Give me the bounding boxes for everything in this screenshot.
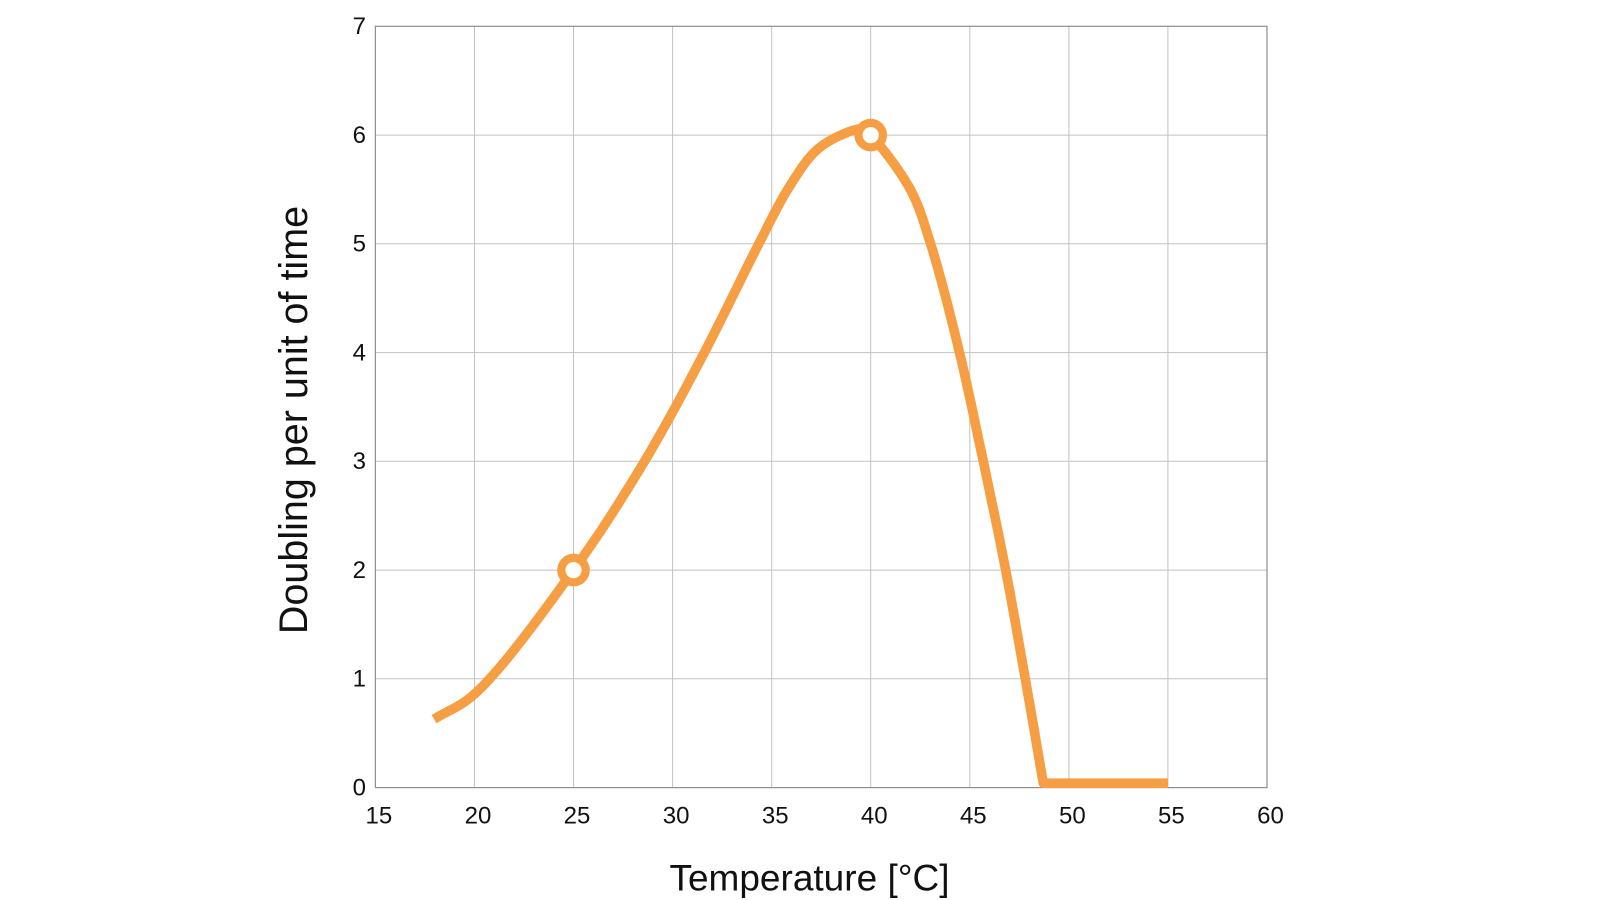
svg-text:6: 6 bbox=[353, 122, 366, 149]
svg-text:20: 20 bbox=[465, 803, 492, 830]
svg-text:2: 2 bbox=[353, 557, 366, 584]
svg-text:25: 25 bbox=[564, 803, 591, 830]
svg-text:1: 1 bbox=[353, 666, 366, 693]
svg-text:30: 30 bbox=[663, 803, 690, 830]
svg-text:7: 7 bbox=[353, 13, 366, 40]
svg-text:5: 5 bbox=[353, 231, 366, 258]
svg-text:Doubling per unit of time: Doubling per unit of time bbox=[272, 206, 316, 634]
svg-text:40: 40 bbox=[861, 803, 888, 830]
svg-text:60: 60 bbox=[1257, 803, 1284, 830]
svg-text:55: 55 bbox=[1158, 803, 1185, 830]
svg-text:4: 4 bbox=[353, 339, 366, 366]
svg-text:15: 15 bbox=[366, 803, 393, 830]
svg-text:50: 50 bbox=[1059, 803, 1086, 830]
svg-text:Temperature [°C]: Temperature [°C] bbox=[669, 858, 949, 899]
svg-text:0: 0 bbox=[353, 774, 366, 801]
svg-text:3: 3 bbox=[353, 448, 366, 475]
svg-text:45: 45 bbox=[960, 803, 987, 830]
svg-text:35: 35 bbox=[762, 803, 789, 830]
